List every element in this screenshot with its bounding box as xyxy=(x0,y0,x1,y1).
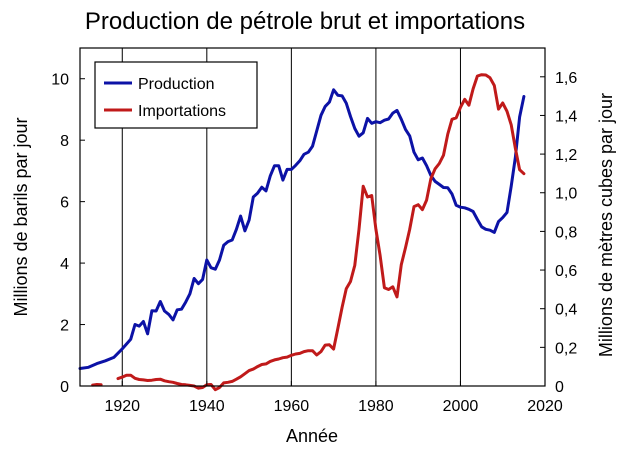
y2-tick-label: 1,6 xyxy=(555,70,577,87)
x-tick-label: 1940 xyxy=(189,398,225,415)
legend-label-production: Production xyxy=(138,76,215,93)
y-tick-label: 2 xyxy=(60,318,69,335)
y2-tick-label: 0,6 xyxy=(555,263,577,280)
y-axis-right: 0 0,2 0,4 0,6 0,8 1,0 1,2 1,4 1,6 xyxy=(540,70,577,396)
y-tick-label: 6 xyxy=(60,195,69,212)
legend-box xyxy=(94,61,258,129)
y-axis-label-left: Millions de barils par jour xyxy=(11,117,31,316)
x-tick-label: 1980 xyxy=(358,398,394,415)
chart-title: Production de pétrole brut et importatio… xyxy=(85,8,525,35)
y2-tick-label: 1,0 xyxy=(555,186,577,203)
legend-label-importations: Importations xyxy=(138,103,226,120)
y-tick-label: 8 xyxy=(60,133,69,150)
x-tick-label: 1960 xyxy=(274,398,310,415)
y2-tick-label: 0,4 xyxy=(555,302,577,319)
series-line-importations xyxy=(91,383,103,387)
plot-area-border xyxy=(79,47,546,387)
x-tick-label: 2020 xyxy=(527,398,563,415)
x-axis-label: Année xyxy=(286,426,338,446)
y-axis-label-right: Millions de mètres cubes par jour xyxy=(596,93,616,357)
series-line-production xyxy=(78,88,526,370)
y2-tick-label: 1,2 xyxy=(555,147,577,164)
data-series xyxy=(78,73,526,392)
x-axis: 1920 1940 1960 1980 2000 2020 xyxy=(104,381,563,415)
y2-tick-label: 1,4 xyxy=(555,108,577,125)
x-tick-label: 1920 xyxy=(104,398,140,415)
legend: Production Importations xyxy=(94,61,258,129)
series-line-importations xyxy=(116,73,526,392)
y-axis-left: 0 2 4 6 8 10 xyxy=(51,72,85,396)
y-tick-label: 10 xyxy=(51,72,69,89)
y2-tick-label: 0,2 xyxy=(555,340,577,357)
y2-tick-label: 0,8 xyxy=(555,224,577,241)
x-tick-label: 2000 xyxy=(443,398,479,415)
y-tick-label: 0 xyxy=(60,379,69,396)
y-tick-label: 4 xyxy=(60,256,69,273)
y2-tick-label: 0 xyxy=(555,379,564,396)
